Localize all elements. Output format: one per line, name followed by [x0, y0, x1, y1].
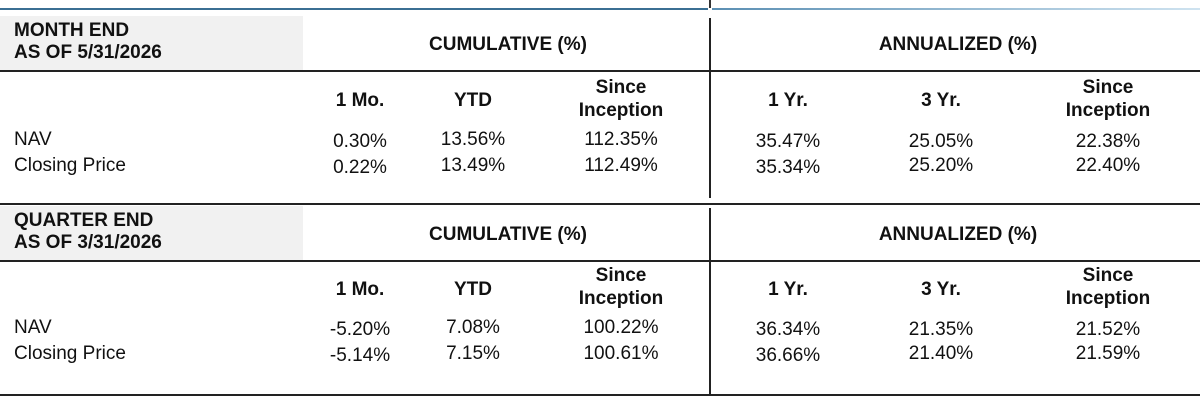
section-2-nav-since-inception: 100.22%	[583, 317, 659, 338]
section-2-col-since-inception-line2: Inception	[578, 288, 664, 309]
section-2-title: QUARTER END AS OF 3/31/2026	[14, 210, 162, 254]
section-1-divider	[709, 18, 711, 198]
section-1-nav-1yr: 35.47%	[755, 131, 821, 152]
section-2-col-ann-since-line1: Since	[1082, 265, 1134, 286]
section-1-col-1yr: 1 Yr.	[768, 90, 808, 111]
section-2-col-1yr: 1 Yr.	[768, 279, 808, 300]
section-1-annualized-label: ANNUALIZED (%)	[878, 34, 1038, 55]
section-1-row-closing-label: Closing Price	[14, 155, 126, 176]
section-1-row-nav-label: NAV	[14, 129, 52, 150]
section-1-col-since-inception-line1: Since	[595, 77, 647, 98]
section-1-closing-3yr: 25.20%	[908, 155, 974, 176]
section-1-closing-since-inception: 112.49%	[584, 155, 658, 176]
section-2-col-ytd: YTD	[454, 279, 492, 300]
section-1-cumulative-label: CUMULATIVE (%)	[429, 34, 587, 55]
section-2-nav-1mo: -5.20%	[329, 319, 391, 340]
section-2-col-1mo: 1 Mo.	[335, 279, 385, 300]
section-separator-rule	[0, 203, 1200, 205]
section-1-nav-1mo: 0.30%	[333, 131, 387, 152]
section-2-row-nav-label: NAV	[14, 317, 52, 338]
section-2-nav-ann-since-inception: 21.52%	[1075, 319, 1141, 340]
section-1-closing-1mo: 0.22%	[333, 157, 387, 178]
top-rule-right	[712, 8, 1200, 10]
section-1-col-1mo: 1 Mo.	[335, 90, 385, 111]
section-2-closing-ytd: 7.15%	[446, 343, 500, 364]
section-1-col-3yr: 3 Yr.	[921, 90, 961, 111]
section-1-closing-ann-since-inception: 22.40%	[1075, 155, 1141, 176]
top-rule-left	[0, 8, 708, 10]
section-2-closing-1mo: -5.14%	[329, 345, 391, 366]
section-2-nav-3yr: 21.35%	[908, 319, 974, 340]
section-2-cumulative-label: CUMULATIVE (%)	[429, 224, 587, 245]
section-1-header: MONTH END AS OF 5/31/2026 CUMULATIVE (%)…	[0, 16, 1200, 70]
section-1-col-ann-since-line2: Inception	[1065, 100, 1151, 121]
section-1-col-since-inception-line2: Inception	[578, 100, 664, 121]
section-1-title-line2: AS OF 5/31/2026	[14, 42, 162, 63]
section-2-closing-since-inception: 100.61%	[583, 343, 659, 364]
top-rule-divider	[709, 0, 711, 8]
section-2-title-box: QUARTER END AS OF 3/31/2026	[0, 206, 303, 260]
section-1-title: MONTH END AS OF 5/31/2026	[14, 20, 162, 64]
section-2-nav-ytd: 7.08%	[446, 317, 500, 338]
bottom-rule	[0, 394, 1200, 396]
section-2-title-line2: AS OF 3/31/2026	[14, 232, 162, 253]
section-2-col-since-inception: Since Inception	[541, 264, 701, 310]
section-2-closing-1yr: 36.66%	[755, 345, 821, 366]
section-1-nav-ann-since-inception: 22.38%	[1075, 131, 1141, 152]
section-1-nav-since-inception: 112.35%	[584, 129, 658, 150]
section-2-header: QUARTER END AS OF 3/31/2026 CUMULATIVE (…	[0, 206, 1200, 260]
section-2-col-annualized-since-inception: Since Inception	[1028, 264, 1188, 310]
section-1-header-rule	[0, 70, 1200, 72]
section-2-row-closing-label: Closing Price	[14, 343, 126, 364]
section-1-nav-ytd: 13.56%	[440, 129, 506, 150]
section-1-col-ann-since-line1: Since	[1082, 77, 1134, 98]
section-2-closing-ann-since-inception: 21.59%	[1075, 343, 1141, 364]
section-2-header-rule	[0, 260, 1200, 262]
section-2-title-line1: QUARTER END	[14, 210, 154, 231]
section-1-title-line1: MONTH END	[14, 20, 130, 41]
section-2-divider	[709, 208, 711, 396]
section-1-col-since-inception: Since Inception	[541, 76, 701, 122]
section-1-col-ytd: YTD	[454, 90, 492, 111]
section-2-annualized-label: ANNUALIZED (%)	[878, 224, 1038, 245]
section-2-nav-1yr: 36.34%	[755, 319, 821, 340]
section-1-closing-1yr: 35.34%	[755, 157, 821, 178]
section-1-col-annualized-since-inception: Since Inception	[1028, 76, 1188, 122]
section-2-col-since-inception-line1: Since	[595, 265, 647, 286]
section-2-col-ann-since-line2: Inception	[1065, 288, 1151, 309]
section-1-closing-ytd: 13.49%	[440, 155, 506, 176]
section-1-nav-3yr: 25.05%	[908, 131, 974, 152]
section-2-col-3yr: 3 Yr.	[921, 279, 961, 300]
section-2-closing-3yr: 21.40%	[908, 343, 974, 364]
section-1-title-box: MONTH END AS OF 5/31/2026	[0, 16, 303, 70]
